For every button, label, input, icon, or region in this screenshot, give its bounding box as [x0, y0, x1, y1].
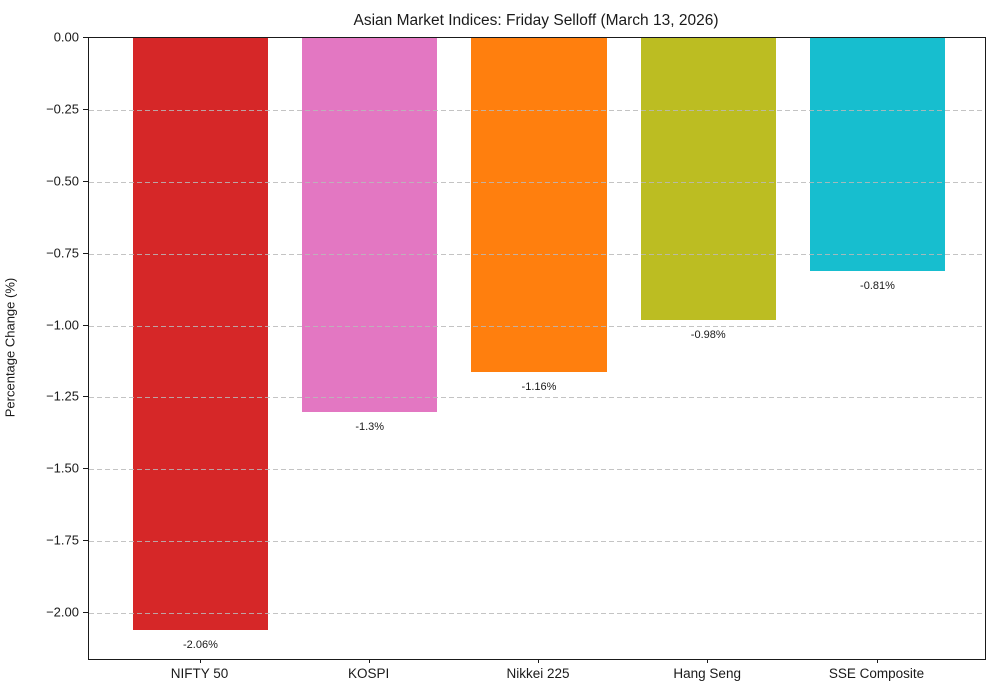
x-tick-mark	[538, 659, 539, 663]
gridline	[89, 541, 985, 543]
x-tick-mark	[199, 659, 201, 663]
bar-value-label: -2.06%	[183, 639, 218, 652]
bar-hang-seng	[640, 38, 776, 320]
x-tick-label: SSE Composite	[828, 666, 925, 681]
y-tick-label: −1.25	[46, 388, 79, 404]
y-tick-mark	[83, 468, 88, 470]
gridline	[89, 613, 985, 614]
x-tick-label: Hang Seng	[673, 666, 741, 681]
y-tick-mark	[83, 37, 88, 38]
y-tick-mark	[83, 324, 88, 326]
y-tick-mark	[83, 252, 88, 254]
x-tick-label: NIFTY 50	[170, 666, 229, 681]
y-tick-label: −2.00	[46, 604, 79, 620]
x-tick-label: KOSPI	[348, 666, 390, 681]
bar-nifty-50	[132, 38, 269, 631]
gridline	[89, 469, 985, 471]
y-tick-label: −0.50	[46, 173, 79, 189]
gridline	[89, 109, 985, 111]
x-tick-label: Nikkei 225	[506, 666, 570, 681]
y-tick-label: −1.00	[46, 317, 79, 332]
x-tick-mark	[368, 659, 370, 663]
bar-value-label: -0.81%	[860, 279, 895, 292]
plot-area: -2.06% -1.3% -1.16% -0.98% -0.81%	[88, 37, 986, 660]
bar-value-label: -1.3%	[355, 420, 385, 433]
gridline	[89, 325, 985, 327]
gridline	[89, 253, 985, 255]
bar-value-label: -1.16%	[521, 380, 557, 393]
y-tick-mark	[83, 612, 88, 613]
y-axis-label: Percentage Change (%)	[2, 277, 18, 418]
y-tick-mark	[83, 540, 88, 542]
y-tick-label: −0.25	[46, 101, 79, 117]
x-tick-mark	[707, 659, 709, 663]
y-tick-mark	[83, 180, 88, 182]
x-tick-mark	[876, 659, 878, 663]
y-tick-mark	[83, 108, 88, 110]
y-tick-label: 0.00	[53, 29, 79, 45]
gridline	[89, 397, 985, 399]
bar-sse-composite	[809, 38, 946, 271]
gridline	[89, 181, 985, 183]
y-tick-mark	[83, 396, 88, 398]
y-tick-label: −0.75	[46, 245, 79, 261]
bar-value-label: -0.98%	[690, 328, 726, 341]
bar-nikkei-225	[471, 38, 607, 372]
y-tick-label: −1.50	[46, 460, 79, 476]
chart-title: Asian Market Indices: Friday Selloff (Ma…	[353, 12, 719, 29]
y-tick-label: −1.75	[46, 532, 79, 548]
bar-kospi	[302, 38, 438, 412]
